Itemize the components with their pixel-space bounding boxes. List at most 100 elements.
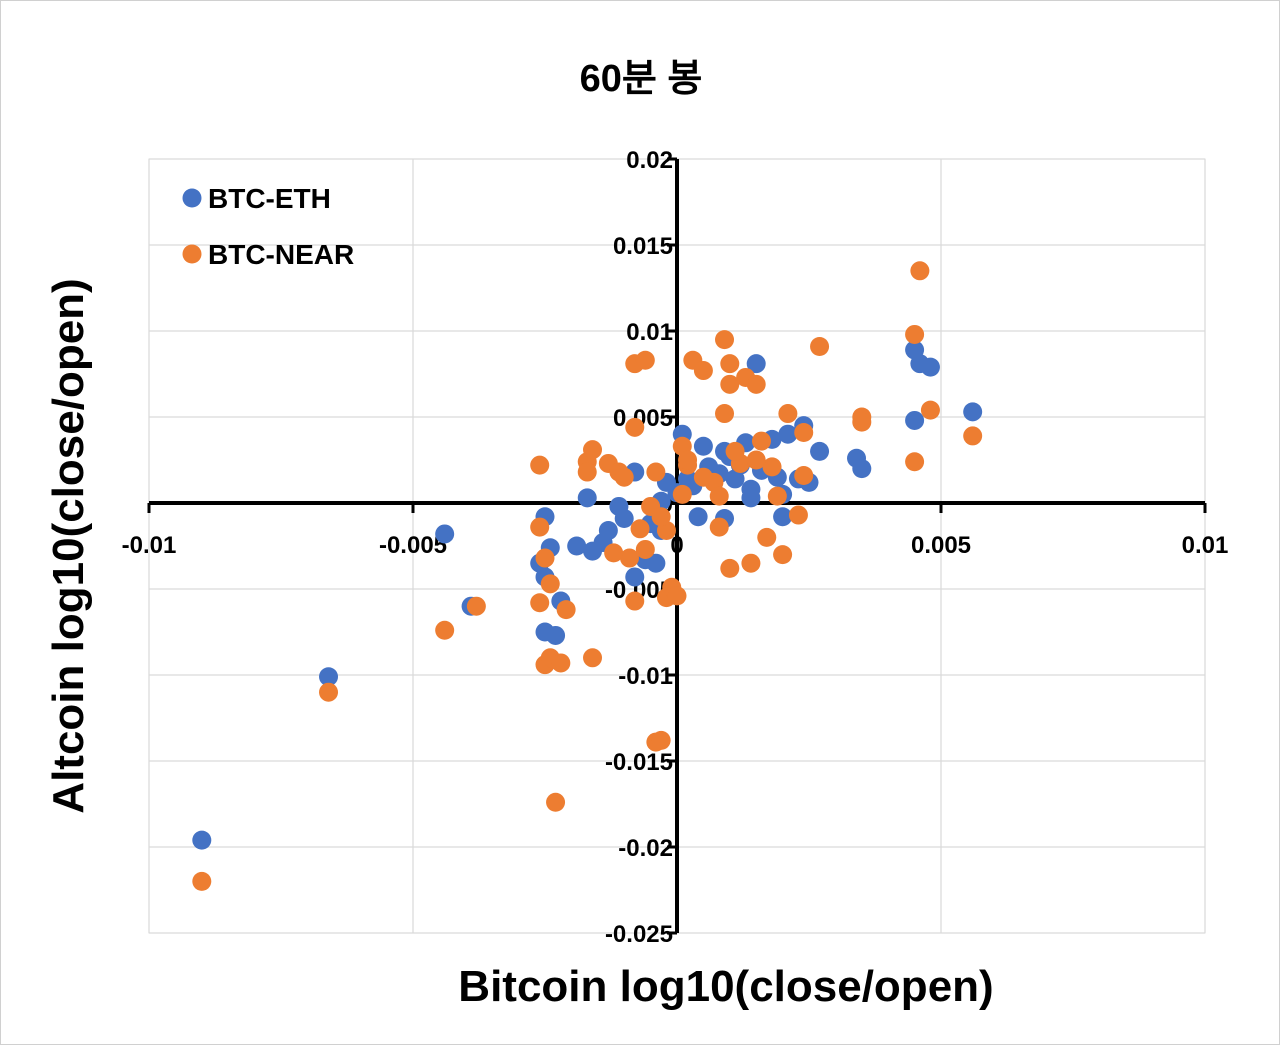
legend-marker bbox=[182, 188, 202, 208]
data-point bbox=[746, 374, 766, 394]
data-point bbox=[651, 507, 671, 527]
data-point bbox=[905, 324, 925, 344]
data-point bbox=[530, 455, 550, 475]
data-point bbox=[583, 648, 603, 668]
data-point bbox=[630, 519, 650, 539]
y-tick-label: -0.025 bbox=[605, 921, 673, 948]
x-tick-label: -0.01 bbox=[122, 532, 177, 559]
data-point bbox=[920, 357, 940, 377]
data-point bbox=[556, 600, 576, 620]
data-point bbox=[720, 374, 740, 394]
data-point bbox=[551, 653, 571, 673]
data-point bbox=[435, 524, 455, 544]
y-tick-label: 0.015 bbox=[613, 233, 673, 260]
data-point bbox=[646, 553, 666, 573]
data-point bbox=[635, 350, 655, 370]
data-point bbox=[920, 400, 940, 420]
data-point bbox=[905, 410, 925, 430]
y-tick-label: -0.01 bbox=[618, 663, 673, 690]
data-point bbox=[746, 450, 766, 470]
data-point bbox=[567, 536, 587, 556]
data-point bbox=[635, 539, 655, 559]
data-point bbox=[715, 330, 735, 350]
data-point bbox=[192, 830, 212, 850]
data-point bbox=[751, 431, 771, 451]
data-point bbox=[709, 517, 729, 537]
legend-marker bbox=[182, 244, 202, 264]
data-point bbox=[778, 404, 798, 424]
data-point bbox=[625, 567, 645, 587]
data-point bbox=[614, 508, 634, 528]
data-point bbox=[794, 422, 814, 442]
x-axis-title: Bitcoin log10(close/open) bbox=[458, 962, 993, 1011]
data-point bbox=[741, 553, 761, 573]
data-point bbox=[546, 625, 566, 645]
y-tick-label: 0.01 bbox=[626, 319, 673, 346]
y-tick-label: -0.015 bbox=[605, 749, 673, 776]
data-point bbox=[963, 426, 983, 446]
data-point bbox=[530, 593, 550, 613]
data-point bbox=[604, 543, 624, 563]
data-point bbox=[905, 452, 925, 472]
data-point bbox=[583, 440, 603, 460]
data-point bbox=[535, 548, 555, 568]
data-point bbox=[773, 507, 793, 527]
y-axis-title: Altcoin log10(close/open) bbox=[44, 278, 93, 813]
data-point bbox=[678, 450, 698, 470]
data-point bbox=[577, 488, 597, 508]
data-point bbox=[715, 404, 735, 424]
data-point bbox=[767, 486, 787, 506]
data-point bbox=[530, 517, 550, 537]
data-point bbox=[625, 417, 645, 437]
data-point bbox=[466, 596, 486, 616]
data-point bbox=[852, 459, 872, 479]
data-point bbox=[810, 336, 830, 356]
data-point bbox=[540, 574, 560, 594]
data-point bbox=[746, 354, 766, 374]
data-points bbox=[192, 261, 983, 891]
data-point bbox=[910, 261, 930, 281]
data-point bbox=[963, 402, 983, 422]
data-point bbox=[614, 467, 634, 487]
data-point bbox=[688, 507, 708, 527]
legend: BTC-ETH BTC-NEAR bbox=[182, 183, 354, 270]
data-point bbox=[546, 792, 566, 812]
data-point bbox=[720, 558, 740, 578]
data-point bbox=[852, 412, 872, 432]
data-point bbox=[693, 467, 713, 487]
data-point bbox=[651, 730, 671, 750]
data-point bbox=[619, 548, 639, 568]
data-point bbox=[693, 361, 713, 381]
x-tick-label: 0 bbox=[670, 532, 683, 559]
data-point bbox=[672, 484, 692, 504]
data-point bbox=[192, 871, 212, 891]
data-point bbox=[319, 667, 339, 687]
x-tick-label: 0.01 bbox=[1182, 532, 1229, 559]
legend-label: BTC-ETH bbox=[208, 183, 331, 214]
legend-label: BTC-NEAR bbox=[208, 239, 354, 270]
x-tick-label: 0.005 bbox=[911, 532, 971, 559]
y-tick-label: -0.02 bbox=[618, 835, 673, 862]
y-tick-label: 0.02 bbox=[626, 147, 673, 174]
data-point bbox=[810, 441, 830, 461]
data-point bbox=[788, 505, 808, 525]
data-point bbox=[741, 479, 761, 499]
data-point bbox=[577, 462, 597, 482]
data-point bbox=[625, 591, 645, 611]
data-point bbox=[773, 545, 793, 565]
data-point bbox=[778, 424, 798, 444]
series-btc-near bbox=[192, 261, 983, 891]
data-point bbox=[667, 586, 687, 606]
data-point bbox=[794, 465, 814, 485]
data-point bbox=[709, 486, 729, 506]
data-point bbox=[720, 354, 740, 374]
data-point bbox=[725, 441, 745, 461]
data-point bbox=[319, 682, 339, 702]
data-point bbox=[646, 462, 666, 482]
data-point bbox=[598, 521, 618, 541]
chart-title: 60분 봉 bbox=[580, 58, 703, 100]
data-point bbox=[757, 527, 777, 547]
data-point bbox=[762, 457, 782, 477]
